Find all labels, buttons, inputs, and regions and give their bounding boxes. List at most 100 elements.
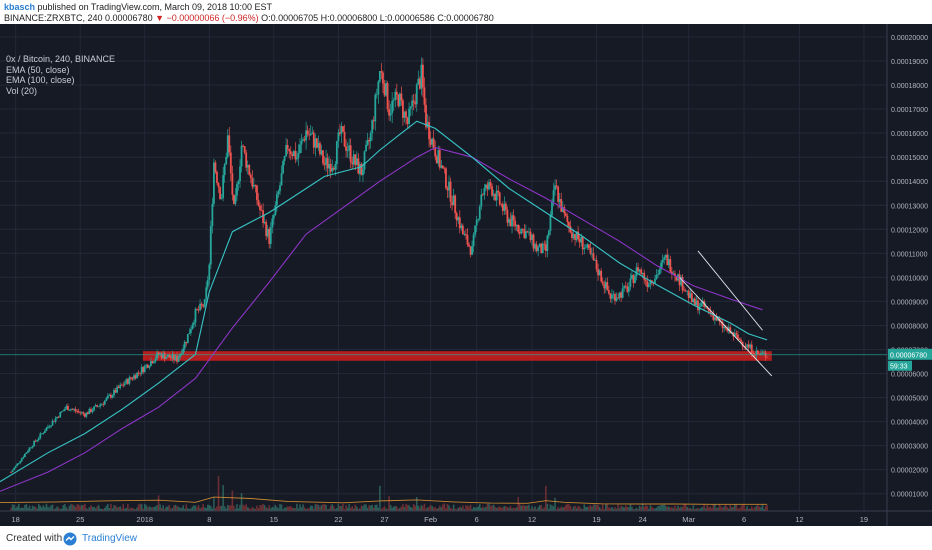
volume-bar xyxy=(200,507,203,511)
volume-bar xyxy=(120,508,123,511)
volume-bar xyxy=(565,504,567,511)
candle-body xyxy=(303,139,306,141)
legend-ema100[interactable]: EMA (100, close) xyxy=(6,75,75,85)
chart-panel[interactable]: 0.00020000 0.00019000 0.00018000 0.00017000… xyxy=(0,24,932,526)
volume-bar xyxy=(592,504,595,511)
candle-body xyxy=(217,183,220,188)
volume-bar xyxy=(140,504,143,511)
volume-bar xyxy=(397,508,400,511)
volume-bar xyxy=(712,504,715,511)
candle-body xyxy=(735,333,738,335)
candle-body xyxy=(377,81,380,95)
y-tick-label: 0.00009000 xyxy=(891,299,928,306)
volume-bar xyxy=(557,507,559,511)
candle-body xyxy=(73,409,75,411)
candle-body xyxy=(554,185,556,191)
candle-body xyxy=(269,227,272,244)
candle-body xyxy=(713,317,716,320)
volume-bar xyxy=(325,504,327,511)
y-tick-label: 0.00017000 xyxy=(891,107,928,114)
legend-volume[interactable]: Vol (20) xyxy=(6,85,38,96)
candle-body xyxy=(515,224,518,227)
volume-bar xyxy=(609,508,612,511)
volume-bar xyxy=(597,504,599,511)
candle-body xyxy=(156,352,158,359)
volume-bar xyxy=(551,505,553,511)
volume-bar xyxy=(11,504,14,511)
volume-bar xyxy=(311,505,314,511)
volume-bar xyxy=(385,508,387,511)
volume-bar xyxy=(99,508,101,511)
candle-body xyxy=(36,439,39,442)
candle-body xyxy=(311,132,314,135)
candle-body xyxy=(43,431,46,434)
volume-bar xyxy=(380,508,383,511)
volume-bar xyxy=(604,503,607,511)
candle-body xyxy=(405,111,407,118)
volume-bar xyxy=(302,504,304,511)
volume-bar xyxy=(649,505,652,511)
volume-bar xyxy=(618,508,621,511)
candle-body xyxy=(657,274,659,276)
volume-bar xyxy=(577,505,579,511)
candle-body xyxy=(528,231,530,233)
candle-body xyxy=(34,440,37,442)
volume-bar xyxy=(196,507,198,511)
legend-ema50[interactable]: EMA (50, close) xyxy=(6,64,70,75)
candle-body xyxy=(359,164,361,174)
candle-body xyxy=(80,412,83,414)
candle-body xyxy=(575,231,578,240)
candle-body xyxy=(146,364,149,368)
x-tick-label: 2018 xyxy=(136,515,153,524)
volume-bar xyxy=(47,506,49,511)
candle-body xyxy=(495,190,498,201)
candle-body xyxy=(199,303,201,311)
volume-bar xyxy=(326,509,329,511)
candle-body xyxy=(486,184,489,190)
candle-body xyxy=(492,194,495,196)
candle-body xyxy=(411,100,414,107)
volume-bar xyxy=(143,503,146,511)
candle-body xyxy=(617,297,619,299)
volume-bar xyxy=(274,504,277,511)
candle-body xyxy=(234,195,237,204)
candle-body xyxy=(700,303,702,307)
author-link[interactable]: kbasch xyxy=(4,2,36,12)
volume-bar xyxy=(142,508,145,511)
candle-body xyxy=(721,321,724,329)
candle-body xyxy=(601,281,604,284)
volume-bar xyxy=(363,504,366,511)
volume-bar xyxy=(77,504,80,511)
volume-bar xyxy=(701,507,704,511)
candle-body xyxy=(96,405,99,407)
volume-bar xyxy=(285,507,287,511)
candle-body xyxy=(265,221,268,237)
candle-body xyxy=(587,244,590,249)
candle-body xyxy=(563,207,566,214)
volume-bar xyxy=(157,495,160,511)
candle-body xyxy=(620,292,623,298)
candle-body xyxy=(54,418,57,422)
candle-body xyxy=(512,215,515,221)
candle-body xyxy=(189,329,192,333)
volume-bar xyxy=(322,504,324,511)
candle-body xyxy=(555,185,558,187)
volume-bar xyxy=(107,503,109,511)
volume-bar xyxy=(65,507,68,511)
volume-bar xyxy=(695,508,698,511)
tradingview-brand[interactable]: TradingView xyxy=(82,533,138,544)
tradingview-logo-icon xyxy=(63,532,77,546)
volume-bar xyxy=(162,505,165,511)
volume-bar xyxy=(497,507,500,511)
candle-body xyxy=(727,327,730,332)
candle-body xyxy=(220,197,223,200)
candle-body xyxy=(308,134,311,136)
candle-body xyxy=(466,235,469,245)
volume-bar xyxy=(337,504,340,511)
candle-body xyxy=(10,472,12,473)
candlestick-chart[interactable]: 0.00020000 0.00019000 0.00018000 0.00017000… xyxy=(0,24,932,526)
volume-bar xyxy=(248,508,251,511)
candle-body xyxy=(382,72,384,84)
candle-body xyxy=(641,272,644,274)
candle-body xyxy=(246,165,249,168)
